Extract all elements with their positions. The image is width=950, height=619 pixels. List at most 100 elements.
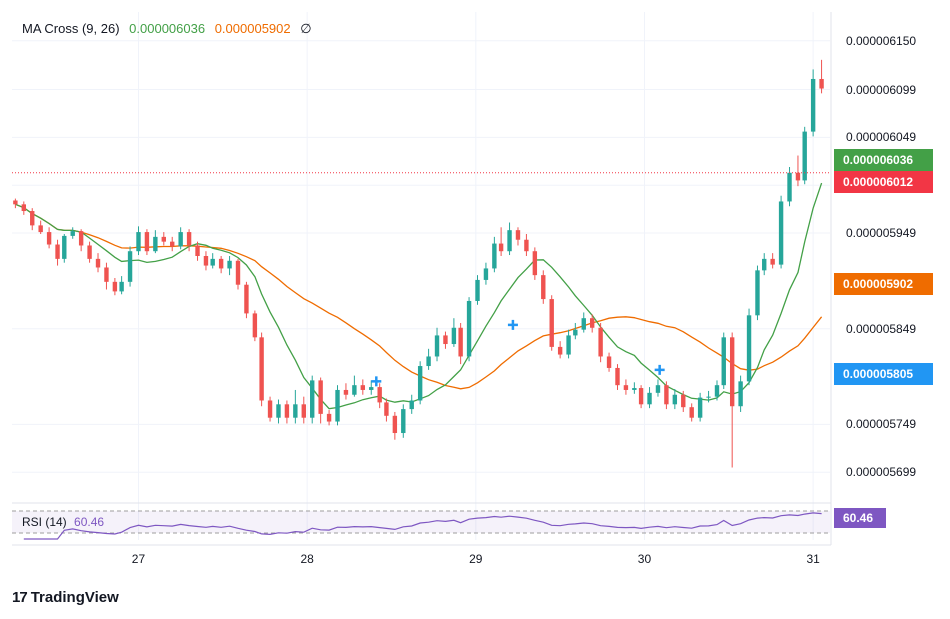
- candle: [301, 396, 306, 424]
- candle: [21, 201, 27, 215]
- candle-body: [186, 232, 192, 246]
- candle: [227, 256, 232, 276]
- candle-body: [178, 232, 183, 247]
- candle: [377, 383, 382, 409]
- candle: [259, 332, 264, 407]
- candle-body: [392, 415, 398, 434]
- x-tick-label: 30: [637, 552, 652, 566]
- candle-body: [755, 270, 760, 316]
- candle: [664, 381, 669, 410]
- grid-lines: [12, 12, 830, 540]
- candle-body: [335, 389, 340, 422]
- rsi-pane: [12, 510, 830, 540]
- candle-body: [697, 397, 703, 418]
- candle-body: [38, 225, 43, 233]
- candle: [401, 404, 406, 438]
- candle-body: [227, 260, 232, 269]
- candle-body: [55, 244, 60, 259]
- candle-body: [549, 299, 554, 347]
- rsi-legend[interactable]: RSI (14) 60.46: [22, 515, 104, 529]
- candle: [95, 253, 101, 273]
- candle-body: [451, 327, 457, 345]
- candle: [762, 253, 767, 276]
- candle-body: [802, 131, 807, 181]
- candle-body: [770, 258, 775, 265]
- candle-body: [30, 211, 35, 226]
- candle-body: [557, 346, 563, 355]
- candle-body: [810, 78, 816, 132]
- candle-body: [46, 232, 52, 245]
- candle: [426, 348, 431, 370]
- candle-body: [195, 245, 200, 256]
- y-tick-label: 0.000006150: [846, 33, 917, 48]
- candle: [195, 241, 200, 261]
- candle: [409, 394, 414, 414]
- candle-body: [492, 243, 497, 269]
- candle-body: [795, 172, 801, 181]
- candle-body: [507, 230, 512, 252]
- candle: [770, 253, 775, 269]
- candle: [524, 233, 529, 256]
- candle: [819, 59, 824, 94]
- candle-body: [136, 232, 141, 252]
- candle-body: [615, 367, 620, 386]
- candle-body: [647, 392, 652, 405]
- candle: [144, 229, 150, 256]
- candle: [672, 389, 678, 410]
- cross-markers: [371, 319, 665, 387]
- candle: [127, 246, 133, 287]
- candle-body: [293, 404, 298, 418]
- candle-body: [13, 200, 18, 205]
- candle: [161, 232, 166, 246]
- candle: [573, 322, 578, 340]
- candle-body: [746, 315, 752, 382]
- candle-body: [778, 201, 784, 265]
- candle: [443, 331, 448, 349]
- candle: [218, 256, 224, 274]
- visibility-icon[interactable]: ∅: [300, 21, 312, 36]
- candle-body: [729, 337, 735, 407]
- tradingview-logo[interactable]: 17 TradingView: [12, 589, 119, 606]
- candle-body: [78, 231, 84, 246]
- candle: [598, 322, 603, 363]
- candle: [458, 322, 463, 365]
- candle-body: [466, 300, 472, 357]
- candle: [729, 332, 735, 468]
- candle: [451, 318, 457, 347]
- candle-body: [259, 337, 264, 401]
- candle-body: [689, 407, 694, 418]
- candle: [721, 332, 726, 390]
- candle-body: [235, 260, 241, 285]
- y-tick-label: 0.000006049: [846, 130, 917, 145]
- candle-body: [409, 400, 414, 410]
- ma-legend[interactable]: MA Cross (9, 26) 0.000006036 0.000005902…: [22, 21, 312, 37]
- x-tick-label: 29: [469, 552, 483, 566]
- fast-ma-badge: 0.000006036: [834, 149, 933, 171]
- candle: [515, 227, 521, 246]
- last-price-badge: 0.000006012: [834, 171, 933, 193]
- candle: [566, 329, 571, 359]
- candle: [112, 278, 118, 296]
- candle: [466, 297, 472, 362]
- candle: [352, 375, 357, 397]
- candle-body: [401, 409, 406, 434]
- candle: [475, 275, 480, 305]
- candle-body: [434, 335, 440, 357]
- candle: [417, 361, 423, 405]
- candle: [335, 385, 340, 426]
- candle-body: [681, 394, 686, 408]
- candle-body: [483, 268, 489, 280]
- rsi-legend-name: RSI (14): [22, 515, 67, 529]
- candle: [170, 236, 175, 252]
- candle-body: [161, 236, 166, 242]
- candle-body: [541, 275, 546, 300]
- candle-body: [598, 327, 603, 357]
- axes: [12, 12, 832, 546]
- candle-body: [119, 281, 124, 292]
- candle: [746, 308, 752, 386]
- y-tick-label: 0.000005699: [846, 465, 917, 480]
- candle-body: [267, 400, 273, 418]
- cross-marker: [507, 319, 518, 330]
- candle: [360, 379, 366, 395]
